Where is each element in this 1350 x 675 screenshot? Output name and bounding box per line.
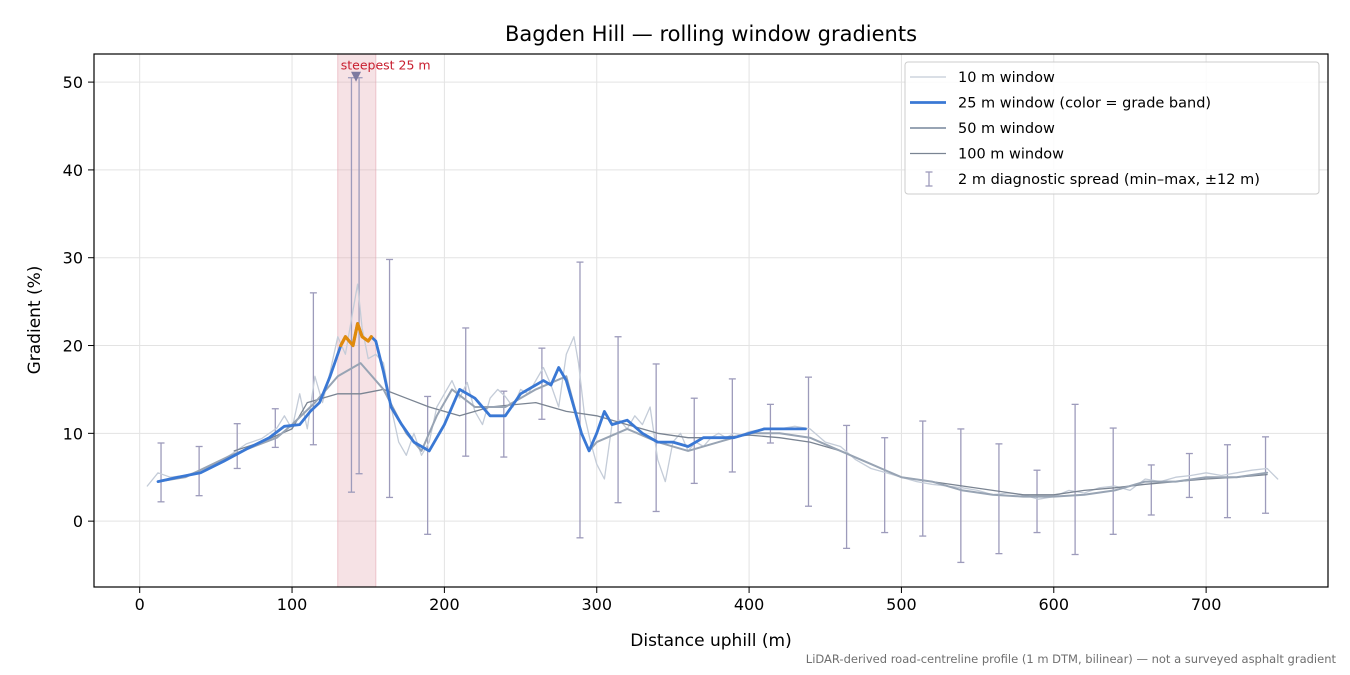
series-line-w50 — [157, 362, 1269, 498]
highlight-band-rect — [337, 53, 377, 588]
legend-label: 50 m window — [958, 121, 1055, 137]
axis-ticks: 0 100 200 300 400 500 600 700 0 10 20 30 40 50 — [63, 73, 1222, 614]
x-tick-label: 500 — [886, 595, 917, 614]
errorbars — [157, 77, 1270, 564]
legend-label: 100 m window — [958, 147, 1064, 163]
legend-label: 2 m diagnostic spread (min–max, ±12 m) — [958, 172, 1260, 188]
y-tick-label: 40 — [63, 161, 83, 180]
x-tick-label: 0 — [135, 595, 145, 614]
series-lines — [146, 283, 1279, 500]
x-tick-label: 400 — [734, 595, 765, 614]
steepest-marker — [351, 71, 362, 82]
series-line-w25 — [156, 322, 807, 484]
legend-label: 25 m window (color = grade band) — [958, 96, 1211, 112]
x-tick-label: 200 — [429, 595, 460, 614]
legend-box — [904, 61, 1320, 195]
plot-frame — [93, 53, 1329, 588]
legend: 10 m window 25 m window (color = grade ba… — [904, 61, 1320, 195]
y-tick-label: 30 — [63, 249, 83, 268]
series-line-w10 — [146, 283, 1279, 500]
y-tick-label: 10 — [63, 424, 83, 443]
series-line-steep-band — [339, 322, 373, 348]
x-axis-label: Distance uphill (m) — [630, 631, 791, 651]
steepest-marker-triangle — [351, 71, 362, 82]
data-source-caption: LiDAR-derived road-centreline profile (1… — [805, 652, 1336, 666]
x-tick-label: 300 — [581, 595, 612, 614]
steepest-annotation: steepest 25 m — [341, 58, 431, 73]
x-tick-label: 600 — [1039, 595, 1070, 614]
y-tick-label: 20 — [63, 337, 83, 356]
y-tick-label: 50 — [63, 73, 83, 92]
y-tick-label: 0 — [73, 512, 83, 531]
steepest-highlight-band — [337, 53, 377, 588]
x-tick-label: 100 — [277, 595, 308, 614]
legend-label: 10 m window — [958, 70, 1055, 86]
y-axis-label: Gradient (%) — [25, 266, 45, 375]
chart-title: Bagden Hill — rolling window gradients — [505, 22, 917, 46]
x-tick-label: 700 — [1191, 595, 1222, 614]
